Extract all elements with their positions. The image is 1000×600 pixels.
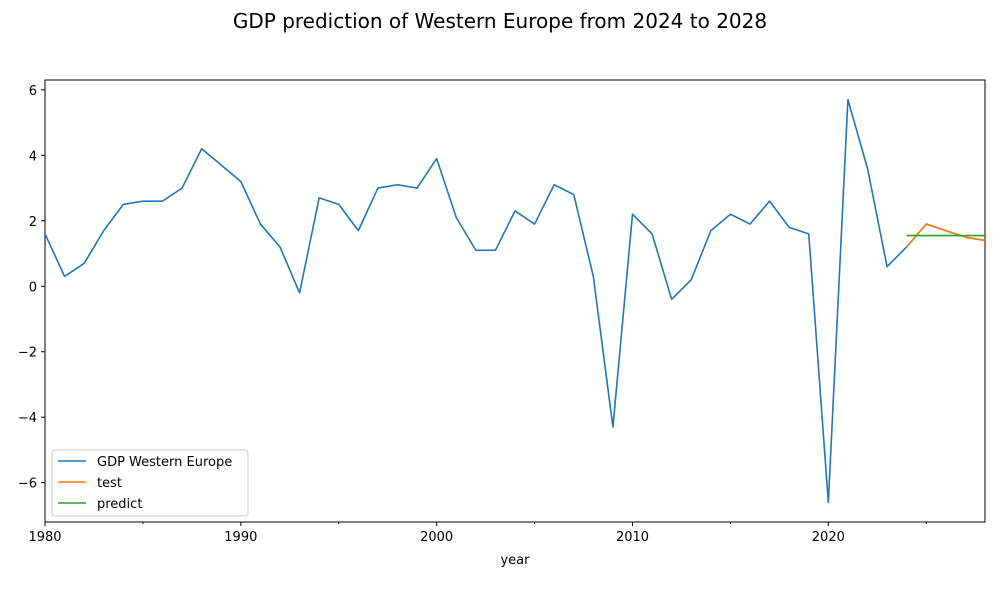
x-tick-label: 1990 <box>224 530 257 545</box>
chart-title: GDP prediction of Western Europe from 20… <box>233 9 767 33</box>
y-tick-label: −6 <box>18 477 37 492</box>
legend: GDP Western Europe test predict <box>51 449 249 517</box>
x-tick-label: 2020 <box>812 530 845 545</box>
x-axis-label: year <box>500 553 530 568</box>
y-tick-label: 6 <box>29 84 37 99</box>
legend-label: predict <box>97 497 142 512</box>
series-layer <box>45 98 985 504</box>
series-line-test <box>906 223 985 248</box>
y-tick-label: −4 <box>18 411 37 426</box>
legend-box <box>51 449 249 517</box>
y-axis: −6 −4 −2 0 2 4 6 <box>18 84 45 492</box>
legend-label: test <box>97 476 122 491</box>
y-tick-label: −2 <box>18 346 37 361</box>
x-tick-label: 2000 <box>420 530 453 545</box>
plot-area <box>44 79 986 523</box>
y-tick-label: 0 <box>29 280 37 295</box>
x-axis: 1980 1990 2000 2010 2020 <box>28 522 927 545</box>
x-tick-label: 2010 <box>616 530 649 545</box>
y-tick-label: 4 <box>29 149 37 164</box>
series-line-gdp-western-europe <box>45 98 985 504</box>
y-tick-label: 2 <box>29 215 37 230</box>
legend-label: GDP Western Europe <box>97 455 232 470</box>
x-tick-label: 1980 <box>28 530 61 545</box>
